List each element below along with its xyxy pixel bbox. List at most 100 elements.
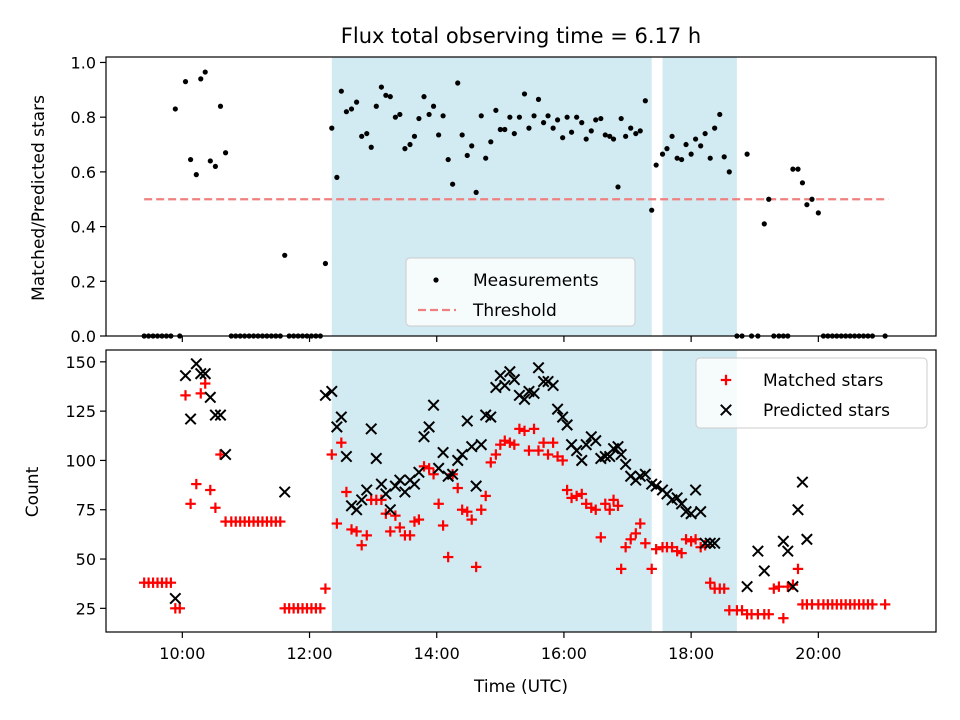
matched-star-point (180, 390, 191, 401)
matched-star-point (390, 510, 401, 521)
legend-label: Measurements (473, 271, 599, 291)
measurement-point (478, 113, 484, 119)
predicted-stars-series (169, 357, 813, 605)
matched-star-point (608, 494, 619, 506)
measurement-point (421, 94, 427, 100)
predicted-star-point (528, 387, 540, 400)
predicted-star-point (800, 533, 813, 546)
measurement-point (430, 103, 437, 109)
predicted-star-point (484, 411, 497, 423)
predicted-star-point-b (741, 580, 754, 593)
predicted-star-point-b (603, 450, 616, 463)
matched-star-point (620, 542, 631, 553)
predicted-star-point-b (786, 580, 799, 593)
measurement-point (217, 103, 224, 109)
predicted-star-point-b (758, 564, 771, 577)
legend-box (695, 357, 928, 429)
predicted-star-point (685, 507, 698, 520)
predicted-star-point (603, 450, 616, 463)
measurement-point (554, 117, 561, 123)
measurement-point (436, 132, 442, 138)
matched-star-point (331, 518, 343, 529)
predicted-star-point (470, 480, 483, 492)
predicted-star-point (384, 503, 397, 516)
matched-star-point (514, 423, 525, 435)
measurement-point (678, 156, 685, 163)
predicted-star-point-b (418, 430, 430, 443)
matched-star-point (867, 599, 878, 610)
measurement-point (212, 163, 218, 170)
matched-star-point (210, 502, 221, 513)
predicted-star-point (179, 369, 192, 382)
predicted-star-point (532, 361, 545, 374)
predicted-star-point-b (370, 452, 383, 465)
measurement-point (560, 135, 566, 141)
predicted-star-point (518, 393, 531, 406)
predicted-star-point-b (671, 491, 684, 504)
predicted-star-point-b (570, 444, 583, 457)
predicted-star-point (489, 381, 502, 394)
top-y-axis-label: Matched/Predicted stars (29, 95, 49, 301)
legend: Measurements Threshold (405, 257, 636, 327)
predicted-star-point-b (456, 448, 469, 461)
measurement-point (493, 107, 499, 113)
measurement-point (809, 196, 815, 202)
x-tick-label: 12:00 (286, 644, 332, 663)
measurement-point (392, 114, 398, 120)
predicted-star-point-b (278, 486, 291, 498)
x-axis-label: Time (UTC) (473, 677, 568, 697)
matched-star-point (595, 532, 607, 543)
matched-star-point (200, 378, 211, 389)
predicted-star-point-b (528, 387, 540, 400)
predicted-star-point-b (330, 421, 343, 433)
measurement-point (348, 106, 355, 112)
matched-star-point (773, 581, 785, 592)
predicted-star-point-b (800, 533, 813, 546)
matched-star-point (499, 435, 510, 446)
predicted-star-point-b (461, 415, 474, 427)
measurement-point (707, 155, 713, 161)
predicted-star-point (786, 580, 799, 593)
bottom-y-axis-label: Count (23, 466, 43, 517)
predicted-star-point-b (781, 545, 794, 558)
measurement-point (469, 143, 475, 149)
measurement-point (387, 94, 393, 100)
matched-star-point (640, 538, 651, 549)
measurement-point (653, 162, 659, 168)
predicted-star-point-b (708, 537, 721, 550)
predicted-star-point (219, 448, 232, 461)
predicted-star-point (708, 537, 721, 550)
matched-star-point (604, 504, 615, 515)
predicted-star-point-b (446, 468, 459, 481)
measurement-point (717, 111, 723, 118)
y-tick-label: 75 (76, 501, 96, 520)
measurement-point (712, 125, 718, 131)
measurement-point (579, 120, 585, 126)
matched-star-point (782, 581, 794, 592)
measurement-point (497, 126, 503, 133)
predicted-star-point (379, 488, 392, 500)
measurement-point (445, 156, 451, 163)
y-tick-label: 50 (76, 550, 96, 569)
measurement-point (633, 130, 639, 137)
measurement-point (623, 133, 629, 139)
legend-entry: Threshold (418, 301, 557, 321)
measurement-point (198, 76, 204, 82)
predicted-star-point-b (699, 537, 712, 550)
y-tick-label: 0.8 (71, 108, 96, 127)
matched-ratio-panel: 0.0 0.2 0.4 0.6 0.8 1.0 Measurements Threshold (71, 53, 937, 346)
predicted-star-point (437, 446, 449, 459)
predicted-star-point (375, 478, 388, 491)
predicted-star-point (184, 413, 197, 425)
matched-star-point (320, 583, 331, 594)
legend-marker-b (720, 404, 732, 416)
predicted-star-point (547, 379, 560, 392)
matched-star-point (576, 488, 587, 500)
predicted-star-point-b (704, 537, 717, 550)
predicted-star-point-b (379, 488, 392, 500)
matched-star-point (452, 482, 463, 494)
predicted-star-point (413, 466, 425, 479)
matched-star-point (185, 498, 196, 510)
x-tick-label: 20:00 (795, 644, 841, 663)
matched-star-point (719, 583, 730, 594)
